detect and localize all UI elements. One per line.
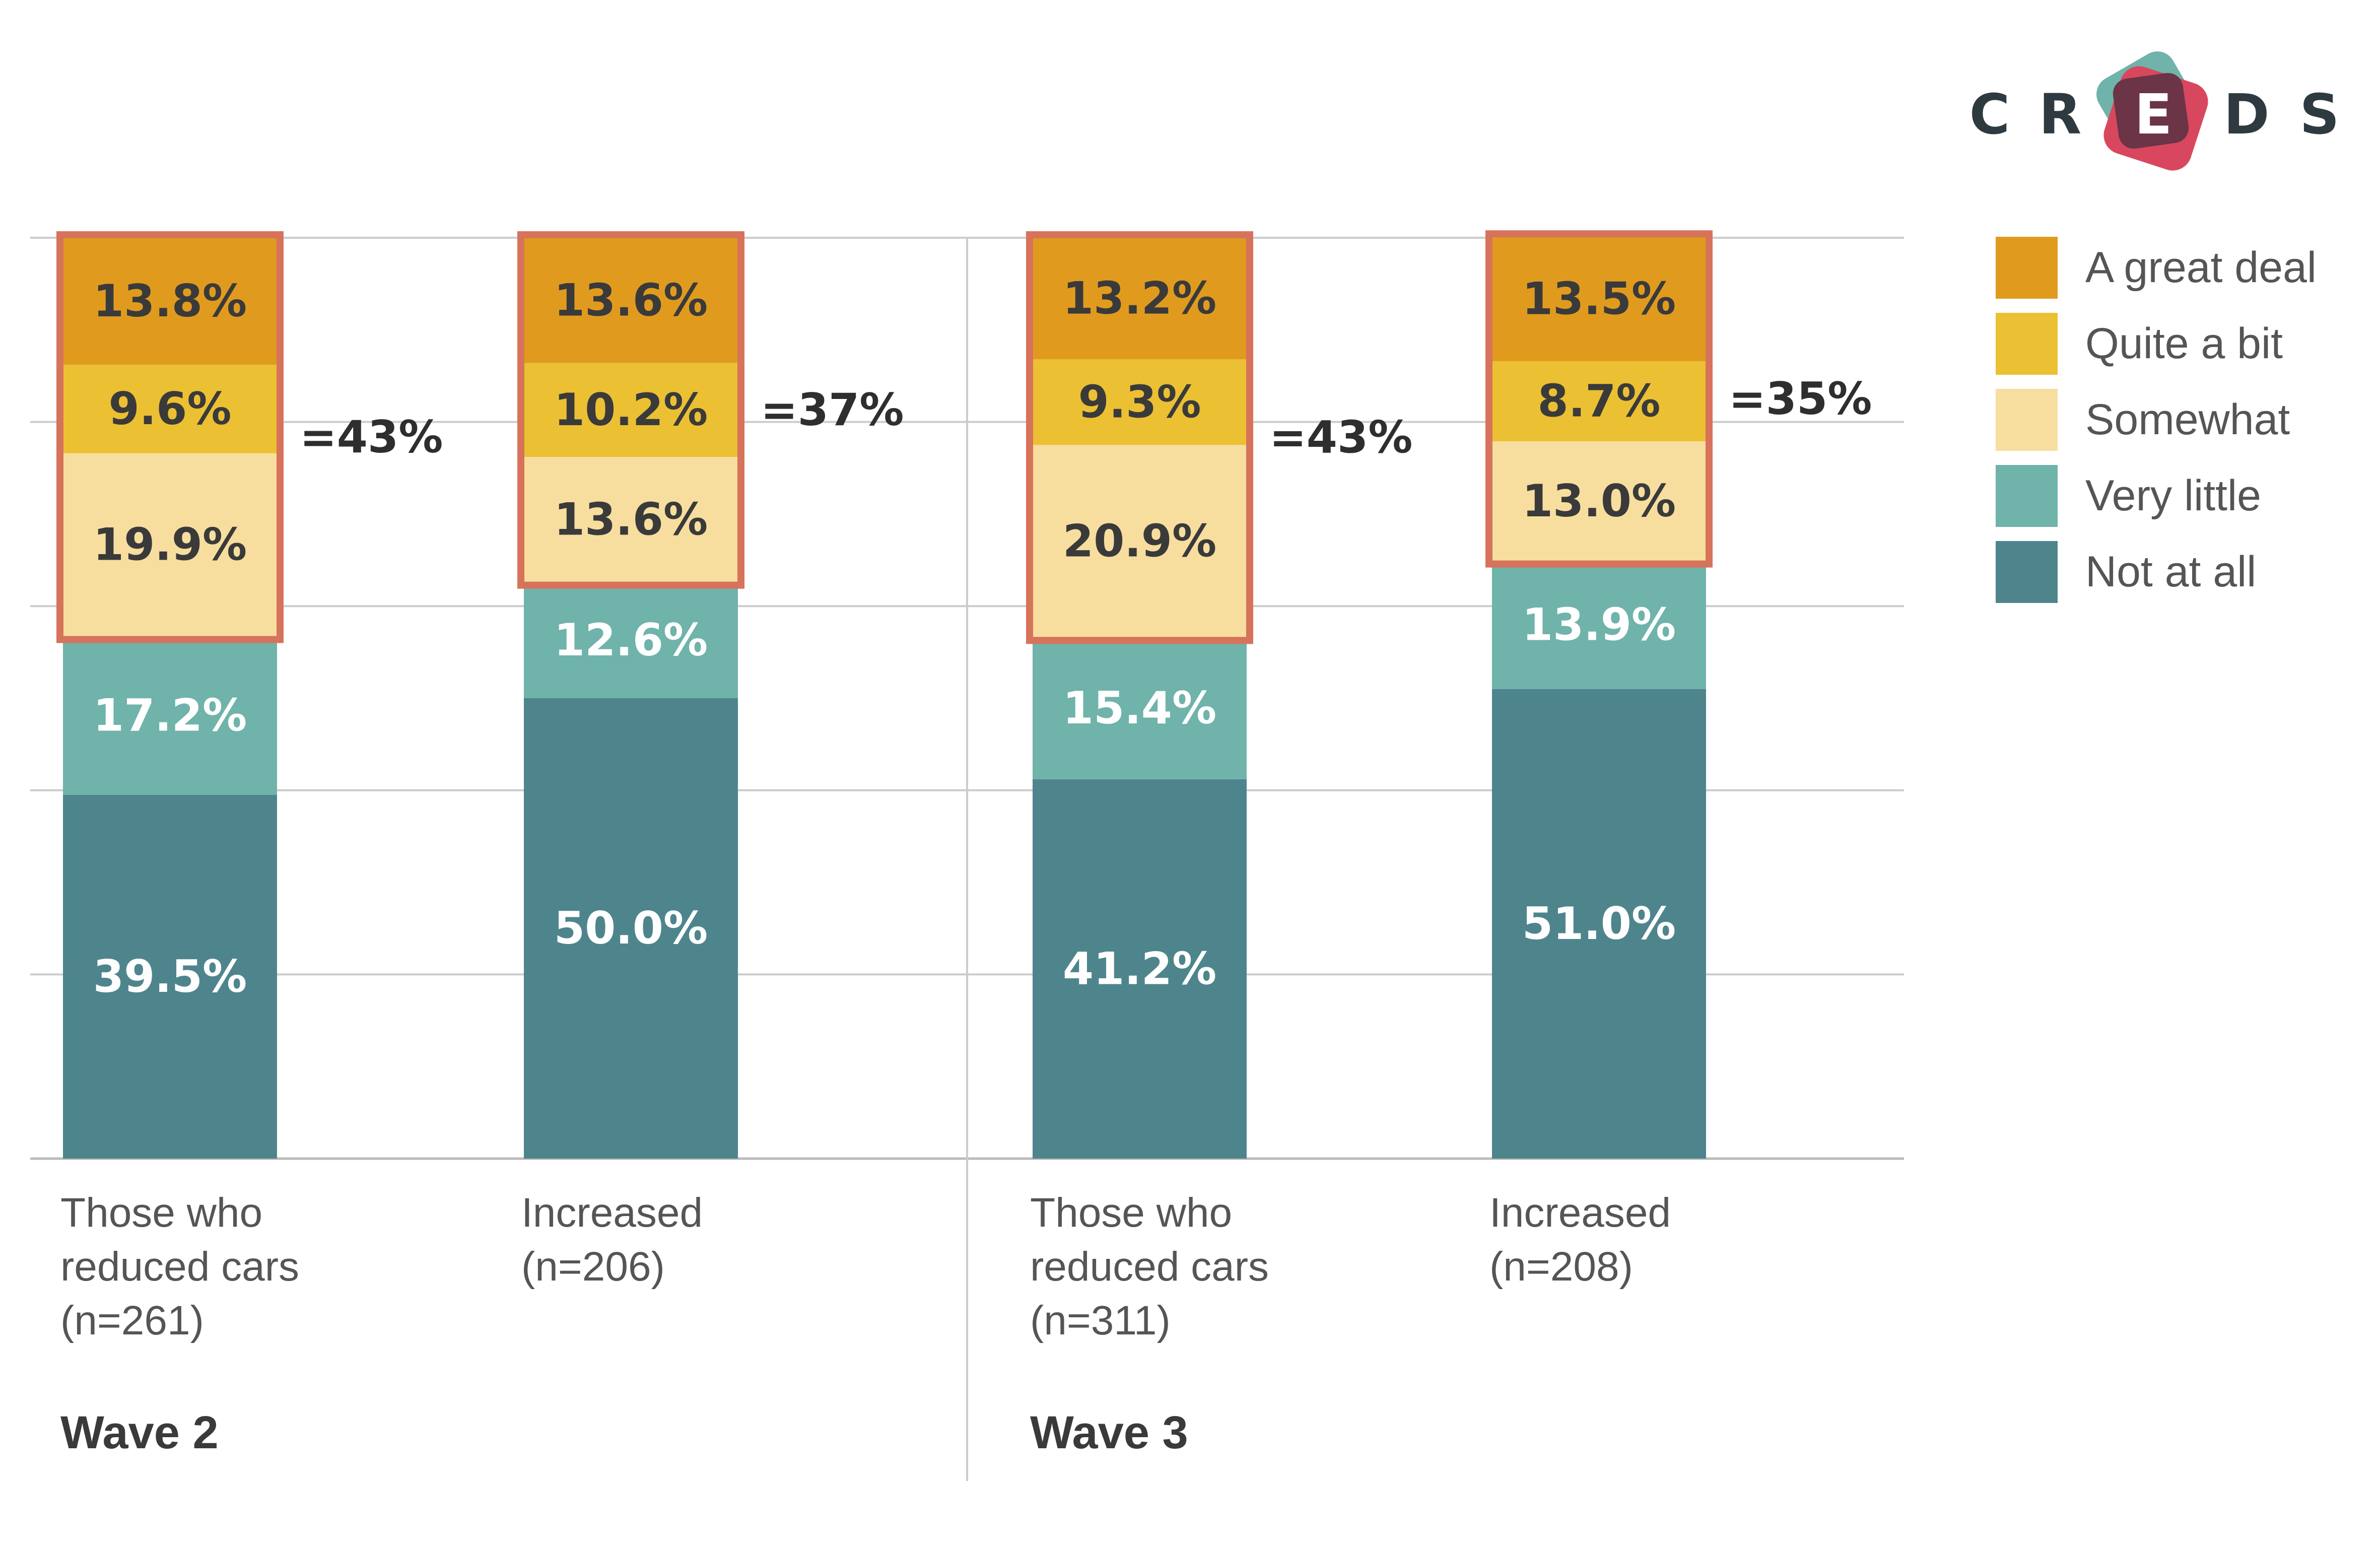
legend-label: A great deal (2085, 243, 2317, 292)
category-label: (n=206) (521, 1244, 665, 1290)
highlight-total-label: =43% (300, 411, 443, 463)
bar-segment-very-little (1492, 561, 1706, 689)
data-label: 20.9% (1063, 515, 1216, 567)
logo-letter-c: C (1969, 82, 2010, 147)
category-label: (n=311) (1030, 1298, 1171, 1343)
legend-label: Very little (2085, 472, 2261, 520)
value-labels: 39.5% 50.0% 41.2% 51.0% 17.2% 12.6% 15.4% 13.9%… (93, 273, 1676, 1002)
data-label: 13.6% (554, 274, 708, 326)
bar-segment-not-at-all (1492, 689, 1706, 1159)
logo-letter-s: S (2299, 82, 2339, 147)
data-label: 10.2% (554, 384, 708, 436)
bar-segment-not-at-all (1033, 779, 1247, 1159)
category-label: Increased (521, 1190, 703, 1236)
data-label: 39.5% (93, 951, 247, 1002)
group-label: Wave 3 (1030, 1407, 1188, 1458)
category-label: Those who (60, 1190, 262, 1236)
data-label: 9.3% (1078, 376, 1201, 428)
category-labels: Those who reduced cars (n=261) Increased (n=… (60, 1190, 1671, 1458)
data-label: 8.7% (1537, 375, 1660, 427)
data-label: 13.8% (93, 275, 247, 327)
data-label: 13.0% (1522, 475, 1676, 527)
logo-letter-e: E (2134, 82, 2172, 147)
bar-segment-somewhat (63, 453, 277, 637)
bar-segment-quite-a-bit (524, 363, 738, 457)
legend: A great deal Quite a bit Somewhat Very litt… (1996, 237, 2317, 603)
data-label: 9.6% (108, 383, 231, 435)
bar-segment-somewhat (524, 457, 738, 582)
data-label: 19.9% (93, 519, 247, 571)
group-label: Wave 2 (60, 1407, 219, 1458)
legend-swatch (1996, 465, 2058, 527)
legend-swatch (1996, 313, 2058, 375)
category-label: reduced cars (60, 1244, 299, 1290)
data-label: 15.4% (1063, 682, 1216, 734)
bar-segment-quite-a-bit (1492, 361, 1706, 441)
data-label: 50.0% (554, 902, 708, 954)
bar-segment-a-great-deal (1492, 237, 1706, 361)
bar-segment-somewhat (1033, 445, 1247, 638)
bar-segment-not-at-all (524, 698, 738, 1159)
category-label: (n=261) (60, 1298, 204, 1343)
data-label: 13.9% (1522, 599, 1676, 651)
category-label: Those who (1030, 1190, 1232, 1236)
bar-segment-quite-a-bit (1033, 359, 1247, 445)
bar-segment-quite-a-bit (63, 365, 277, 453)
category-label: Increased (1489, 1190, 1671, 1236)
data-label: 13.2% (1063, 273, 1216, 324)
highlight-box (1026, 231, 1253, 644)
bar-segment-somewhat (1492, 441, 1706, 561)
legend-label: Quite a bit (2085, 319, 2283, 368)
logo-mark-icon (2096, 51, 2208, 171)
data-label: 41.2% (1063, 943, 1216, 994)
bar-segment-not-at-all (63, 794, 277, 1159)
category-label: (n=208) (1489, 1244, 1633, 1290)
data-label: 13.6% (554, 493, 708, 545)
data-label: 13.5% (1522, 273, 1676, 325)
legend-swatch (1996, 541, 2058, 603)
bar-segment-very-little (524, 582, 738, 698)
data-label: 12.6% (554, 614, 708, 666)
data-label: 17.2% (93, 690, 247, 742)
legend-label: Not at all (2085, 548, 2256, 596)
highlight-total-label: =37% (761, 384, 904, 436)
bar-segment-a-great-deal (524, 238, 738, 363)
legend-label: Somewhat (2085, 395, 2290, 444)
highlight-box (517, 231, 744, 589)
creds-logo: C R E D S (1969, 51, 2340, 171)
highlight-boxes: =43% =37% =43% =35% (56, 230, 1872, 644)
bar-segment-very-little (1033, 637, 1247, 779)
logo-letter-r: R (2039, 82, 2082, 147)
legend-swatch (1996, 389, 2058, 451)
highlight-total-label: =43% (1269, 412, 1412, 463)
category-label: reduced cars (1030, 1244, 1269, 1290)
highlight-box (1485, 230, 1713, 568)
highlight-total-label: =35% (1729, 373, 1872, 425)
data-label: 51.0% (1522, 898, 1676, 950)
logo-letter-d: D (2223, 82, 2269, 147)
legend-swatch (1996, 237, 2058, 299)
bar-segment-a-great-deal (63, 238, 277, 365)
bar-segment-very-little (63, 636, 277, 795)
bar-segment-a-great-deal (1033, 238, 1247, 360)
highlight-box (56, 231, 284, 643)
bars (63, 237, 1706, 1159)
